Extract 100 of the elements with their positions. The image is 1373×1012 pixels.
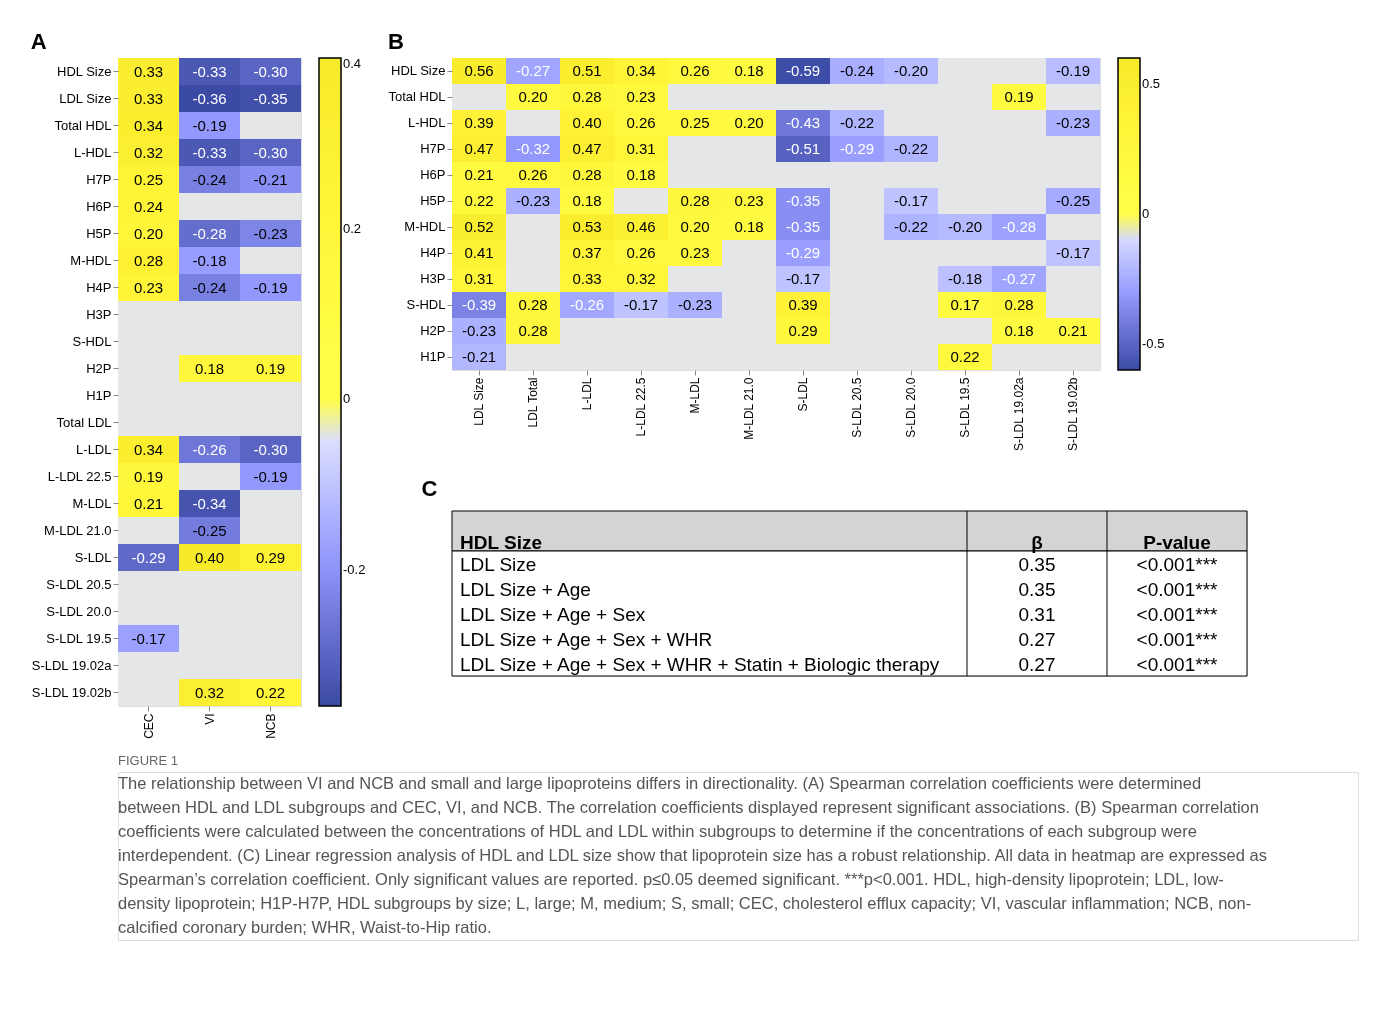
color-bar-label: 0 [343, 391, 351, 407]
data-label: -0.18 [192, 251, 227, 269]
data-label: 0.31 [626, 140, 656, 157]
data-label: 0.41 [464, 244, 494, 261]
data-label: 0.28 [572, 88, 602, 105]
text: interdependent. (C) Linear regression analysis of HDL and LDL size show that lipoprotein size has a robust relationship. All data in heatmap are expressed as [118, 846, 1267, 864]
color-bar-label: 0 [1142, 206, 1150, 221]
data-label: -0.23 [1055, 114, 1091, 131]
x-tick-label: M-LDL 21.0 [742, 377, 756, 440]
y-tick-label: LDL Size [59, 90, 112, 106]
y-tick-label: S-LDL 19.02b [31, 684, 112, 700]
y-tick-label: Total HDL [54, 117, 112, 133]
data-label: 0.53 [572, 218, 602, 235]
y-tick-label: S-LDL 20.0 [46, 603, 112, 619]
y-tick-label: M-HDL [70, 252, 112, 268]
data-label: 0.20 [133, 224, 164, 242]
data-label: -0.17 [1055, 244, 1091, 261]
data-label: 0.23 [133, 278, 164, 296]
data-label: 0.22 [464, 192, 494, 209]
data-label: 0.21 [133, 494, 164, 512]
y-tick-label: S-HDL [406, 297, 446, 312]
data-label: -0.29 [839, 140, 875, 157]
data-label: -0.33 [192, 143, 227, 161]
y-tick-label: H2P [420, 323, 446, 338]
data-label: -0.17 [893, 192, 929, 209]
data-label: -0.29 [131, 548, 166, 566]
text: HDL Size [460, 532, 543, 553]
text: 0.35 [1018, 578, 1056, 600]
text: coefficients were calculated between the concentrations of HDL and LDL within subgroups to determine if the concentrations of each subgroup were [118, 822, 1197, 840]
y-tick-label: M-LDL 21.0 [44, 522, 112, 538]
x-tick-label: L-LDL [580, 377, 594, 411]
y-tick-label: Total HDL [388, 89, 446, 104]
data-label: 0.20 [518, 88, 548, 105]
data-label: -0.29 [785, 244, 821, 261]
y-tick-label: S-LDL [74, 549, 112, 565]
x-tick-label: S-LDL 20.5 [850, 377, 864, 438]
data-label: 0.17 [950, 296, 980, 313]
data-label: 0.39 [788, 296, 818, 313]
data-label: 0.19 [255, 359, 286, 377]
y-tick-label: M-LDL [72, 495, 112, 511]
data-label: -0.23 [515, 192, 551, 209]
data-label: 0.28 [133, 251, 164, 269]
y-tick-label: H3P [86, 306, 112, 322]
data-label: -0.30 [253, 62, 288, 80]
y-tick-label: H4P [420, 245, 446, 260]
color-bar-label: -0.5 [1142, 336, 1165, 351]
data-label: 0.56 [464, 62, 494, 79]
data-label: -0.22 [839, 114, 875, 131]
data-label: -0.23 [461, 322, 497, 339]
text: calcified coronary burden; WHR, Waist-to-Hip ratio. [118, 918, 492, 936]
text: β [1031, 532, 1043, 553]
data-label: -0.51 [785, 140, 821, 157]
data-label: -0.22 [893, 140, 929, 157]
data-label: 0.28 [518, 296, 548, 313]
data-label: 0.40 [194, 548, 225, 566]
data-label: -0.25 [1055, 192, 1091, 209]
data-label: 0.26 [680, 62, 710, 79]
data-label: 0.28 [680, 192, 710, 209]
x-tick-label: S-LDL [796, 377, 810, 412]
x-tick-label: S-LDL 19.5 [958, 377, 972, 438]
y-tick-label: M-HDL [404, 219, 446, 234]
data-label: -0.19 [253, 467, 288, 485]
text: 0.27 [1018, 628, 1056, 650]
x-tick-label: S-LDL 19.02a [1012, 377, 1026, 452]
data-label: -0.28 [192, 224, 227, 242]
data-label: 0.51 [572, 62, 602, 79]
chart-title: A [30, 29, 47, 54]
chart-title: B [387, 29, 404, 54]
y-tick-label: H7P [86, 171, 112, 187]
data-label: 0.28 [518, 322, 548, 339]
color-bar-label: 0.2 [343, 220, 362, 236]
y-tick-label: H7P [420, 141, 446, 156]
y-tick-label: Total LDL [56, 414, 112, 430]
data-label: 0.31 [464, 270, 494, 287]
data-label: -0.19 [192, 116, 227, 134]
data-label: -0.21 [461, 348, 497, 365]
y-tick-label: L-LDL 22.5 [47, 468, 112, 484]
text: LDL Size [460, 553, 537, 575]
y-tick-label: H1P [86, 387, 112, 403]
color-bar-label: 0.5 [1142, 76, 1161, 91]
text: 0.31 [1018, 603, 1056, 625]
data-label: 0.33 [572, 270, 602, 287]
x-tick-label: L-LDL 22.5 [634, 377, 648, 437]
data-label: -0.23 [677, 296, 713, 313]
text: between HDL and LDL subgroups and CEC, VI, and NCB. The correlation coefficients displayed represent significant associations. (B) Spearman correlation [118, 798, 1259, 816]
data-label: -0.18 [947, 270, 983, 287]
data-label: 0.18 [626, 166, 656, 183]
x-tick-label: S-LDL 20.0 [904, 377, 918, 438]
data-label: -0.25 [192, 521, 227, 539]
data-label: -0.35 [785, 218, 821, 235]
text: LDL Size + Age + Sex + WHR [460, 628, 713, 650]
data-label: -0.17 [785, 270, 821, 287]
data-label: 0.22 [950, 348, 980, 365]
data-label: 0.21 [464, 166, 494, 183]
y-tick-label: S-LDL 19.5 [46, 630, 112, 646]
data-label: -0.39 [461, 296, 497, 313]
text: P-value [1143, 532, 1211, 553]
data-label: -0.59 [785, 62, 821, 79]
data-label: -0.35 [785, 192, 821, 209]
data-label: -0.27 [515, 62, 551, 79]
